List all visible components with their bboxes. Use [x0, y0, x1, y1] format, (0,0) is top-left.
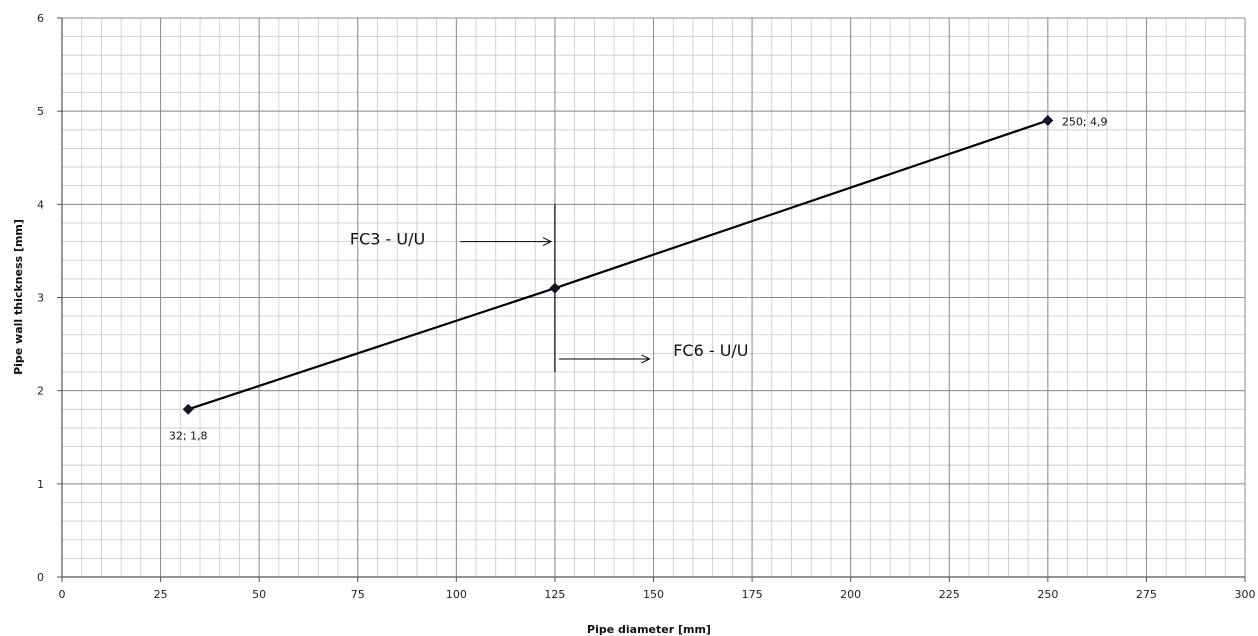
- fc6-arrowhead: [641, 354, 651, 364]
- x-axis-title: Pipe diameter [mm]: [587, 623, 711, 636]
- y-tick-label: 4: [37, 198, 44, 211]
- x-tick-labels: 0 25 50 75 100 125 150 175 200 225 250 275 300: [59, 577, 1256, 601]
- x-tick-label: 100: [446, 588, 467, 601]
- x-tick-label: 225: [939, 588, 960, 601]
- y-tick-label: 0: [37, 571, 44, 584]
- data-point-label: 250; 4,9: [1062, 115, 1108, 128]
- fc6-label: FC6 - U/U: [673, 341, 748, 360]
- x-tick-label: 75: [351, 588, 365, 601]
- major-gridlines: [61, 17, 1246, 578]
- x-tick-label: 50: [252, 588, 266, 601]
- x-tick-label: 150: [643, 588, 664, 601]
- x-tick-label: 300: [1235, 588, 1256, 601]
- y-tick-label: 6: [37, 12, 44, 25]
- y-tick-label: 1: [37, 478, 44, 491]
- data-point-label: 32; 1,8: [169, 429, 208, 442]
- data-point-marker: [549, 282, 561, 294]
- y-tick-label: 3: [37, 292, 44, 305]
- fc3-label: FC3 - U/U: [350, 229, 425, 248]
- data-point-marker: [1042, 115, 1054, 126]
- y-tick-labels: 0 1 2 3 4 5 6: [37, 12, 62, 584]
- data-point-marker: [182, 403, 194, 415]
- y-axis-title: Pipe wall thickness [mm]: [12, 219, 25, 375]
- x-tick-label: 125: [544, 588, 565, 601]
- x-tick-label: 25: [154, 588, 168, 601]
- series-line: [187, 119, 1049, 411]
- x-tick-label: 0: [59, 588, 66, 601]
- x-tick-label: 175: [742, 588, 763, 601]
- y-tick-label: 5: [37, 105, 44, 118]
- x-tick-label: 275: [1136, 588, 1157, 601]
- x-tick-label: 200: [840, 588, 861, 601]
- annotations: FC3 - U/U FC6 - U/U: [350, 204, 749, 373]
- y-tick-label: 2: [37, 385, 44, 398]
- series-group: 32; 1,8 250; 4,9: [169, 115, 1108, 442]
- x-tick-label: 250: [1037, 588, 1058, 601]
- fc3-arrowhead: [542, 237, 553, 247]
